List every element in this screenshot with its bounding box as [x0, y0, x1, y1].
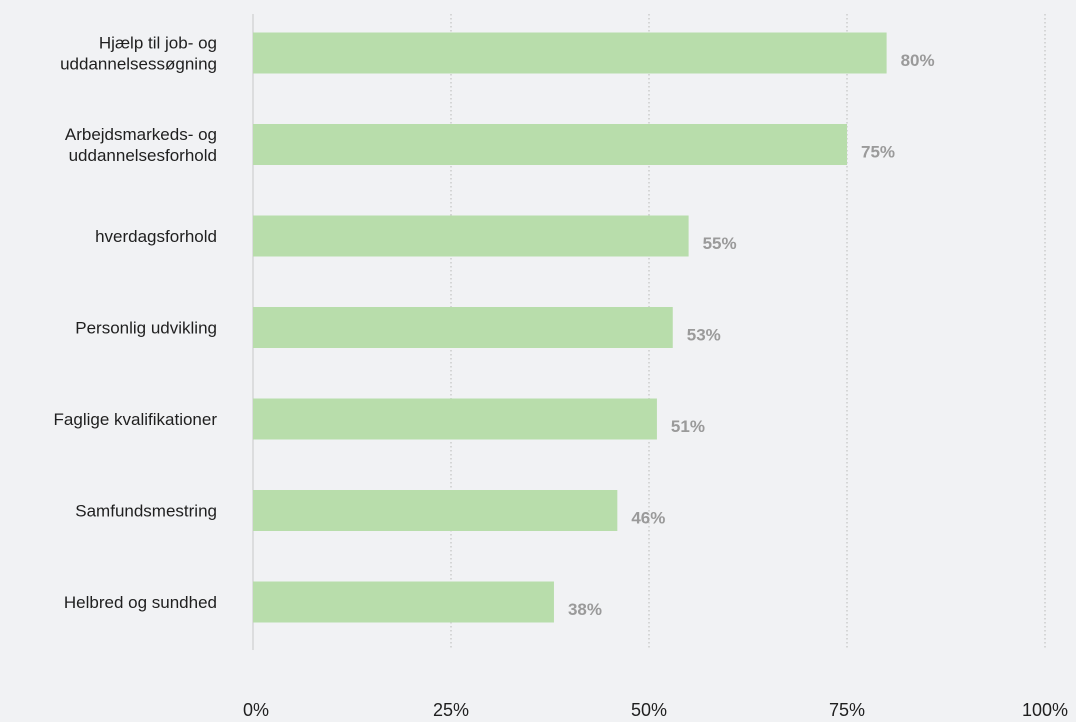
value-label-0: 80%: [901, 51, 935, 70]
x-axis-tick-labels: 0% 25% 50% 75% 100%: [243, 700, 1068, 720]
bar-2: [253, 215, 689, 257]
bar-4: [253, 398, 657, 440]
bars: [253, 32, 887, 623]
value-labels: 80% 75% 55% 53% 51% 46% 38%: [568, 51, 935, 619]
category-label-line: Arbejdsmarkeds- og: [65, 125, 217, 144]
value-label-2: 55%: [703, 234, 737, 253]
bar-1: [253, 124, 847, 165]
category-label-6: Helbred og sundhed: [64, 593, 217, 612]
category-label-2: hverdagsforhold: [95, 227, 217, 246]
category-label-line: Hjælp til job- og: [99, 34, 217, 53]
category-label-5: Samfundsmestring: [75, 502, 217, 521]
category-label-1: Arbejdsmarkeds- og uddannelsesforhold: [65, 125, 217, 165]
category-label-line: uddannelsessøgning: [60, 55, 217, 74]
category-label-4: Faglige kvalifikationer: [54, 410, 218, 429]
value-label-6: 38%: [568, 600, 602, 619]
bar-5: [253, 490, 618, 531]
category-label-3: Personlig udvikling: [75, 319, 217, 338]
category-label-line: Helbred og sundhed: [64, 593, 217, 612]
x-tick-label-75: 75%: [829, 700, 865, 720]
value-label-5: 46%: [631, 509, 665, 528]
category-labels: Hjælp til job- og uddannelsessøgning Arbej…: [54, 34, 218, 613]
bar-0: [253, 32, 887, 74]
bar-6: [253, 581, 554, 623]
category-label-line: Personlig udvikling: [75, 319, 217, 338]
value-label-4: 51%: [671, 417, 705, 436]
category-label-line: Faglige kvalifikationer: [54, 410, 218, 429]
category-label-0: Hjælp til job- og uddannelsessøgning: [60, 34, 217, 74]
x-tick-label-50: 50%: [631, 700, 667, 720]
category-label-line: hverdagsforhold: [95, 227, 217, 246]
x-tick-label-25: 25%: [433, 700, 469, 720]
bar-3: [253, 307, 673, 348]
category-label-line: Samfundsmestring: [75, 502, 217, 521]
value-label-3: 53%: [687, 326, 721, 345]
x-tick-label-0: 0%: [243, 700, 269, 720]
value-label-1: 75%: [861, 143, 895, 162]
x-tick-label-100: 100%: [1022, 700, 1068, 720]
category-label-line: uddannelsesforhold: [69, 146, 217, 165]
